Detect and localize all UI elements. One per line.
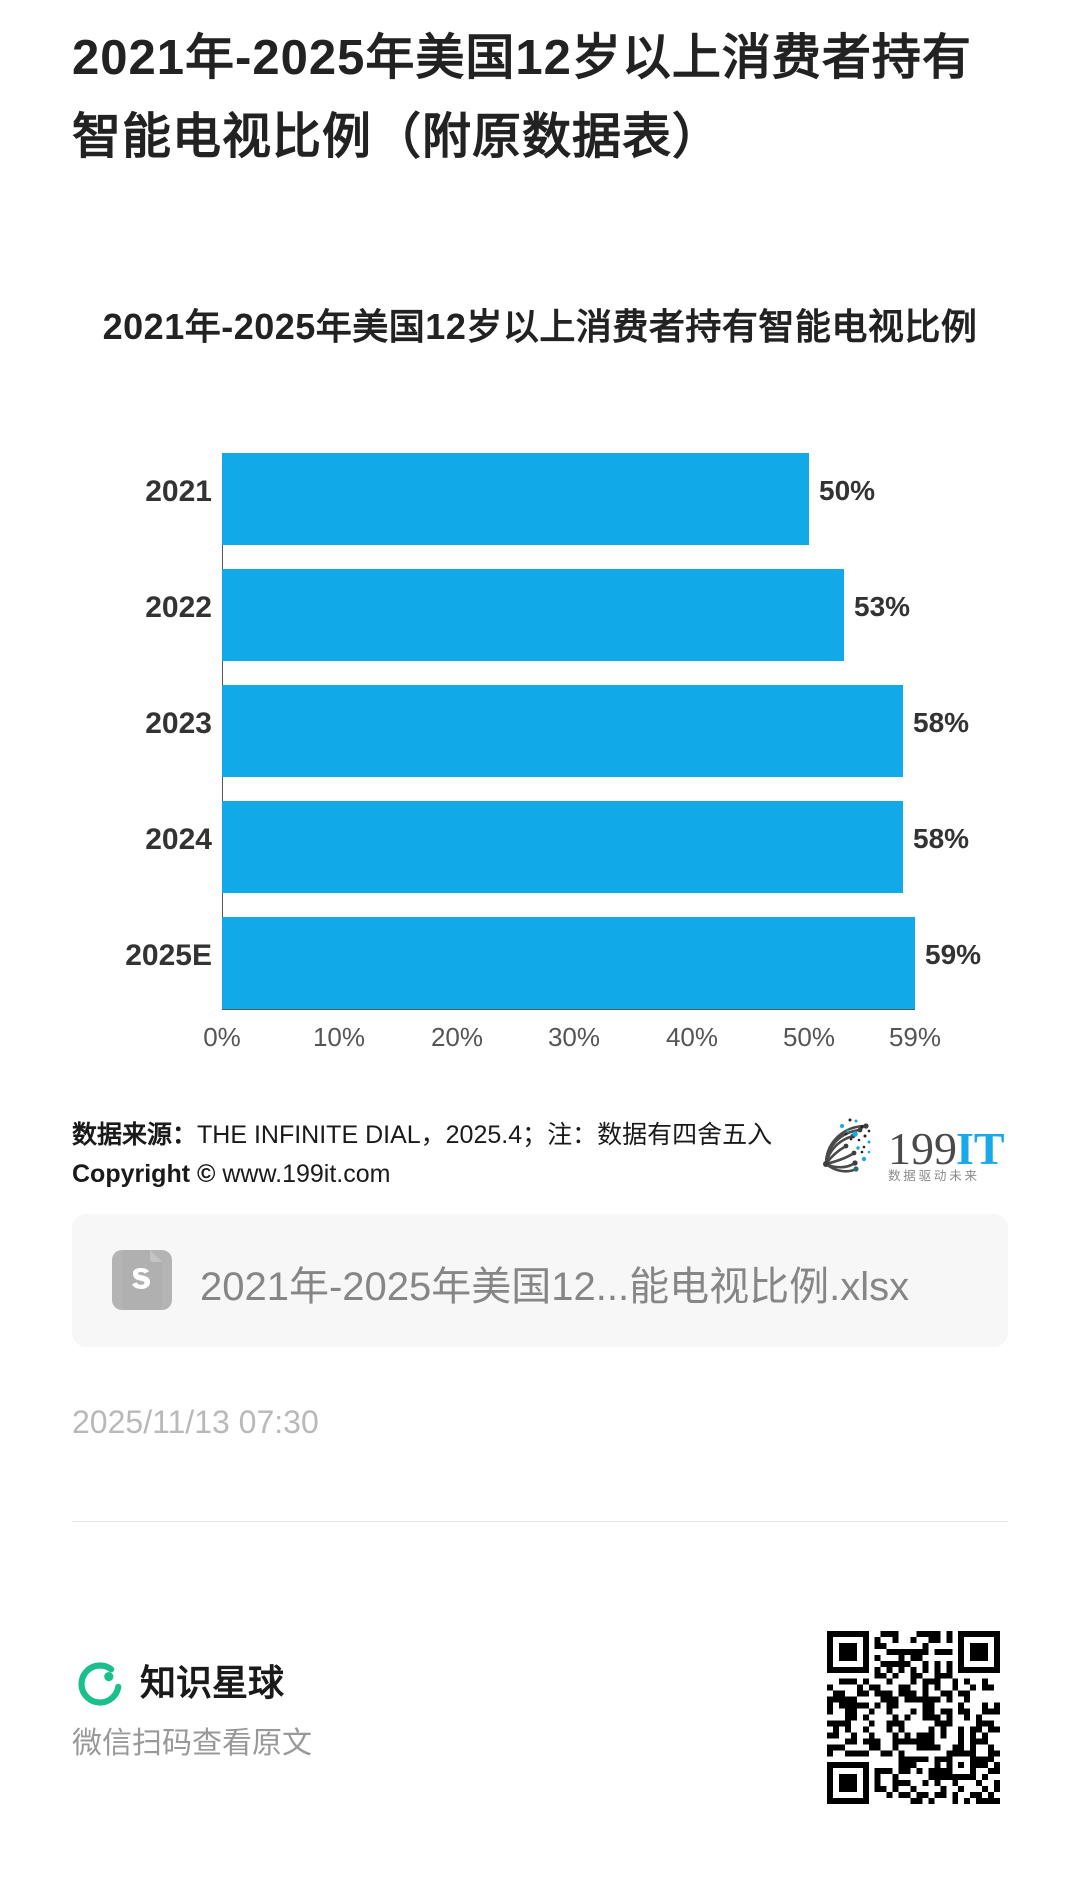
svg-text:IT: IT [956, 1123, 1005, 1174]
svg-text:199: 199 [888, 1123, 957, 1174]
svg-text:数据驱动未来: 数据驱动未来 [888, 1168, 980, 1183]
